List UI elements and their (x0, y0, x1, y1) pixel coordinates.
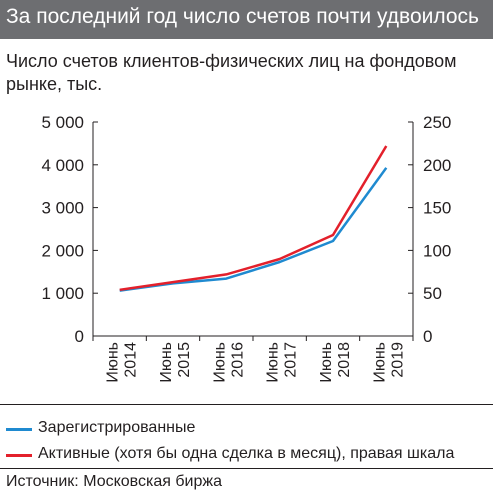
series-line-active (119, 145, 388, 292)
legend-item-registered: Зарегистрированные (6, 418, 195, 438)
x-tick-label: Июнь2016 (211, 342, 246, 383)
series-line-registered (119, 167, 388, 292)
x-tick-label: Июнь2018 (318, 342, 353, 383)
y-left-tick-label: 5 000 (41, 113, 84, 132)
y-right-tick-label: 150 (423, 199, 451, 218)
x-tick-label: Июнь2017 (265, 342, 300, 383)
x-tick-label: Июнь2019 (371, 342, 406, 383)
y-right-tick-label: 250 (423, 113, 451, 132)
legend-divider-bottom (0, 468, 493, 469)
page-title: За последний год число счетов почти удво… (6, 5, 479, 28)
header-bar: За последний год число счетов почти удво… (0, 0, 493, 39)
y-left-tick-label: 1 000 (41, 284, 84, 303)
y-left-tick-label: 0 (75, 327, 84, 346)
y-right-tick-label: 0 (423, 327, 432, 346)
x-tick-label: Июнь2014 (105, 342, 140, 383)
y-right-tick-label: 100 (423, 241, 451, 260)
y-left-tick-label: 3 000 (41, 199, 84, 218)
legend-swatch-registered (6, 427, 32, 431)
y-right-tick-label: 200 (423, 156, 451, 175)
chart-subtitle: Число счетов клиентов-физических лиц на … (6, 51, 457, 94)
legend-label-registered: Зарегистрированные (38, 419, 196, 436)
source-note: Источник: Московская биржа (6, 473, 222, 490)
y-left-tick-label: 2 000 (41, 241, 84, 260)
legend-divider-top (0, 404, 493, 405)
y-right-tick-label: 50 (423, 284, 442, 303)
y-left-tick-label: 4 000 (41, 156, 84, 175)
x-tick-label: Июнь2015 (158, 342, 193, 383)
legend-swatch-active (6, 453, 32, 457)
legend-item-active: Активные (хотя бы одна сделка в месяц), … (6, 444, 454, 464)
legend-label-active: Активные (хотя бы одна сделка в месяц), … (38, 445, 455, 462)
